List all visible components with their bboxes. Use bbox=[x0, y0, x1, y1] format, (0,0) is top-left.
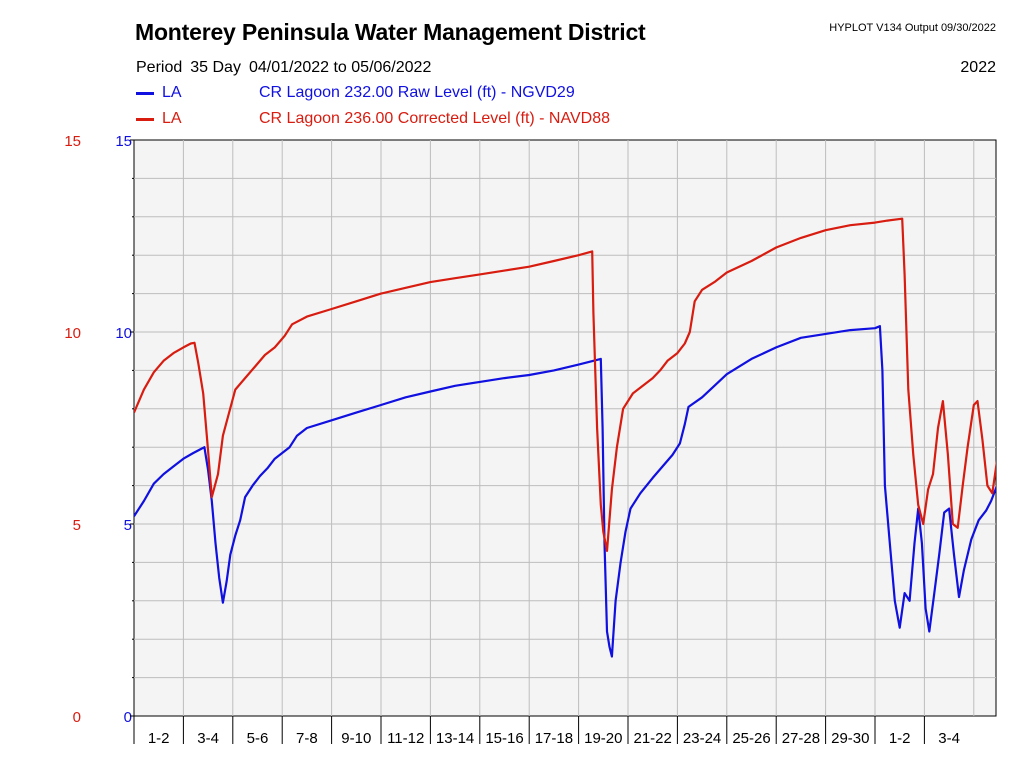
y-tick-label-left: 5 bbox=[73, 517, 81, 534]
x-axis: 1-2 3-4 5-6 7-8 9-10 11-12 13-14 15-16 17-18 19-2… bbox=[133, 716, 960, 747]
legend-swatch-corrected bbox=[136, 117, 154, 121]
x-tick-label: 3-4 bbox=[938, 730, 960, 747]
legend-station-corrected: LA bbox=[162, 110, 182, 127]
chart-title: Monterey Peninsula Water Management Dist… bbox=[135, 19, 646, 45]
period-length: 35 Day bbox=[190, 59, 241, 76]
legend-entry-corrected-level: LA CR Lagoon 236.00 Corrected Level (ft)… bbox=[136, 110, 610, 128]
y-tick-label-right: 0 bbox=[124, 709, 132, 726]
x-tick-label: 17-18 bbox=[535, 730, 573, 747]
x-tick-label: 3-4 bbox=[197, 730, 219, 747]
x-tick-label: 13-14 bbox=[436, 730, 474, 747]
date-range: 04/01/2022 to 05/06/2022 bbox=[248, 59, 432, 76]
year-label: 2022 bbox=[960, 59, 996, 76]
plot-area bbox=[133, 139, 997, 717]
grid-lines bbox=[134, 140, 996, 716]
x-tick-label: 1-2 bbox=[148, 730, 170, 747]
x-tick-label: 21-22 bbox=[634, 730, 672, 747]
x-tick-label: 23-24 bbox=[683, 730, 721, 747]
x-tick-label: 5-6 bbox=[247, 730, 269, 747]
series-corrected-level-line bbox=[134, 217, 996, 553]
y-tick-label-right: 15 bbox=[115, 133, 132, 150]
legend-station-raw: LA bbox=[162, 84, 182, 101]
x-tick-label: 1-2 bbox=[889, 730, 911, 747]
x-tick-label: 27-28 bbox=[782, 730, 820, 747]
x-tick-label: 29-30 bbox=[831, 730, 869, 747]
y-axis-left: 0 5 10 15 bbox=[64, 133, 81, 726]
y-tick-label-right: 10 bbox=[115, 325, 132, 342]
x-tick-label: 25-26 bbox=[732, 730, 770, 747]
period-line: Period 35 Day 04/01/2022 to 05/06/2022 bbox=[136, 59, 439, 77]
y-tick-label-left: 0 bbox=[73, 709, 81, 726]
x-tick-label: 19-20 bbox=[584, 730, 622, 747]
x-tick-label: 15-16 bbox=[485, 730, 523, 747]
legend-entry-raw-level: LA CR Lagoon 232.00 Raw Level (ft) - NGV… bbox=[136, 84, 575, 102]
x-tick-label: 7-8 bbox=[296, 730, 318, 747]
output-stamp: HYPLOT V134 Output 09/30/2022 bbox=[829, 22, 996, 34]
series-raw-level-line bbox=[134, 325, 996, 658]
y-axis-right: 0 5 10 15 bbox=[115, 133, 134, 726]
y-tick-label-right: 5 bbox=[124, 517, 132, 534]
legend-description-corrected: CR Lagoon 236.00 Corrected Level (ft) - … bbox=[259, 110, 610, 127]
period-label: Period bbox=[136, 59, 183, 76]
y-tick-label-left: 10 bbox=[64, 325, 81, 342]
series-lines bbox=[134, 217, 996, 658]
y-tick-label-left: 15 bbox=[64, 133, 81, 150]
legend-description-raw: CR Lagoon 232.00 Raw Level (ft) - NGVD29 bbox=[259, 84, 575, 101]
x-tick-label: 9-10 bbox=[341, 730, 371, 747]
x-tick-label: 11-12 bbox=[387, 730, 424, 747]
legend-swatch-raw bbox=[136, 91, 154, 95]
